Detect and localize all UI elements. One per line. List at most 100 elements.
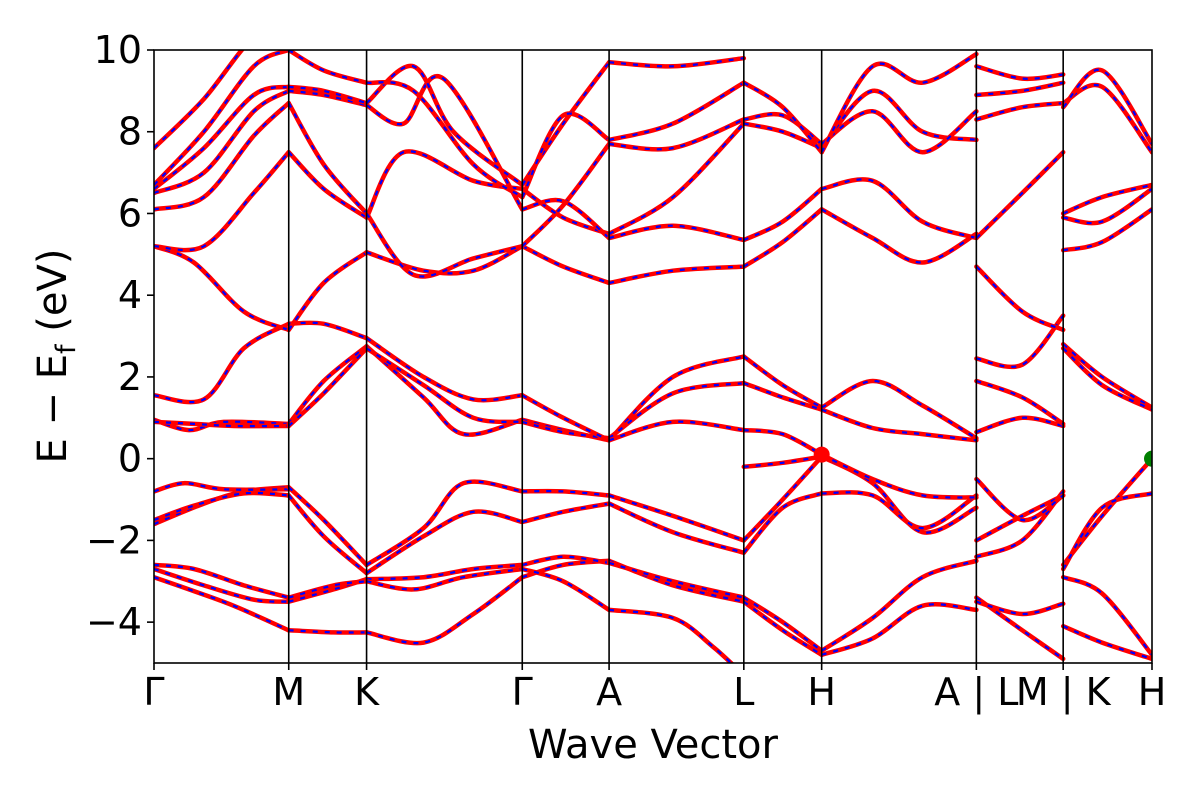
band-wannier-s0-b6 — [154, 418, 289, 432]
band-dft-s6-b9 — [819, 88, 979, 151]
x-tick-label-5: L — [733, 670, 754, 714]
band-dft-s5-b1 — [741, 595, 824, 653]
band-wannier-s8-b7 — [1063, 187, 1152, 225]
band-dft-s3-b13 — [520, 111, 612, 200]
y-tick-label-5: 6 — [118, 191, 142, 235]
band-wannier-s4-b4 — [608, 502, 745, 554]
band-dft-s5-b9 — [741, 186, 824, 243]
x-axis-ticks: Γ M K Γ A L H A | LM | K H — [143, 663, 1166, 715]
band-dft-s8-b0 — [1060, 623, 1152, 662]
band-dft-s1-b8 — [286, 250, 369, 333]
band-dft-s1-b0 — [286, 628, 369, 635]
y-tick-label-1: −2 — [86, 518, 142, 562]
band-dft-s7-b12 — [974, 64, 1066, 82]
band-dft-s8-b4 — [1060, 341, 1152, 410]
x-tick-label-4: A — [596, 670, 622, 714]
band-dft-s7-b11 — [974, 80, 1066, 98]
band-wannier-s6-b3 — [821, 491, 978, 530]
band-dft-s1-b12 — [286, 84, 369, 106]
band-dft-s7-b10 — [974, 100, 1066, 122]
plot-frame — [153, 49, 1153, 664]
high-symmetry-lines — [287, 50, 1064, 663]
band-lines — [154, 50, 1152, 663]
band-wannier-s1-b2 — [288, 580, 367, 599]
band-wannier-s4-b5 — [608, 355, 745, 442]
band-wannier-s2-b12 — [365, 65, 523, 186]
band-dft-s8-b6 — [1060, 207, 1152, 253]
band-wannier-s4-b13 — [609, 57, 744, 68]
band-wannier-s4-b11 — [609, 118, 745, 151]
band-wannier-s3-b7 — [521, 394, 610, 442]
y-tick-label-0: −4 — [86, 600, 142, 644]
band-wannier-s5-b11 — [743, 113, 823, 145]
band-wannier-s2-b8 — [366, 245, 523, 275]
band-dft-s1-b9 — [286, 149, 369, 220]
band-wannier-s0-b0 — [154, 576, 290, 632]
band-wannier-s4-b12 — [608, 81, 745, 141]
band-wannier-s2-b7 — [365, 337, 523, 402]
y-tick-label-7: 10 — [94, 28, 142, 72]
band-dft-s3-b4 — [520, 501, 612, 525]
band-wannier-s4-b9 — [608, 224, 745, 242]
band-dft-s6-b7 — [819, 207, 979, 265]
marker-1 — [1144, 450, 1152, 467]
band-dft-s2-b10 — [364, 211, 525, 279]
band-dft-s4-b6 — [606, 380, 747, 441]
band-wannier-s7-b4 — [975, 478, 1064, 522]
band-wannier-s0-b10 — [154, 151, 290, 252]
y-tick-label-4: 4 — [118, 273, 142, 317]
band-dft-s1-b3 — [286, 485, 369, 568]
band-dft-s4-b8 — [606, 264, 747, 286]
band-wannier-s8-b4 — [1062, 343, 1152, 409]
band-wannier-s4-b3 — [608, 494, 745, 542]
band-wannier-s6-b5 — [821, 379, 977, 440]
band-wannier-s3-b3 — [522, 489, 610, 497]
band-dft-s1-b4 — [286, 493, 369, 576]
band-wannier-s5-b4 — [743, 429, 823, 456]
x-tick-label-8: M | K — [1016, 670, 1112, 715]
band-wannier-s6-b6 — [821, 408, 977, 442]
band-wannier-s7-b8 — [975, 265, 1064, 331]
y-tick-label-2: 0 — [118, 437, 142, 481]
band-dft-s2-b11 — [364, 74, 525, 212]
band-wannier-s4-b10 — [608, 122, 745, 235]
y-axis-label: E − Ef (eV) — [30, 249, 82, 464]
y-axis-label-main: E − E — [30, 354, 76, 464]
band-dft-s0-b2 — [154, 566, 291, 604]
band-wannier-s2-b11 — [366, 75, 524, 210]
band-wannier-s0-b11 — [154, 102, 290, 211]
band-wannier-s1-b13 — [288, 50, 367, 84]
band-dft-s4-b2 — [606, 607, 735, 663]
band-wannier-s2-b6 — [365, 347, 523, 424]
band-wannier-s5-b5 — [743, 455, 822, 468]
x-tick-label-2: K — [354, 670, 380, 714]
band-wannier-s2-b10 — [365, 212, 523, 278]
band-wannier-s1-b5 — [287, 345, 368, 425]
band-wannier-s2-b0 — [366, 576, 523, 645]
band-dft-s2-b13 — [364, 79, 525, 200]
band-wannier-s1-b4 — [287, 494, 368, 574]
band-wannier-s8-b5 — [1062, 347, 1152, 411]
band-dft-s6-b0 — [819, 602, 979, 658]
band-dft-s2-b9 — [364, 149, 525, 220]
band-dft-s1-b6 — [286, 346, 369, 429]
y-axis-label-unit: (eV) — [30, 249, 76, 345]
x-tick-label-3: Γ — [512, 670, 533, 714]
band-dft-s8-b1 — [1060, 574, 1152, 658]
band-wannier-s1-b8 — [287, 251, 368, 331]
y-axis-ticks: −4 −2 0 2 4 6 8 10 — [86, 28, 154, 644]
band-wannier-s2-b13 — [366, 81, 523, 199]
band-wannier-s0-b8 — [154, 322, 290, 404]
band-dft-s6-b10 — [819, 109, 979, 155]
band-dft-s8-b3 — [1060, 491, 1152, 572]
band-dft-s3-b1 — [520, 554, 612, 568]
band-wannier-s0-b13 — [154, 85, 289, 190]
x-tick-label-7: A | L — [934, 670, 1018, 715]
band-wannier-s3-b9 — [521, 143, 610, 247]
band-dft-s8-b8 — [1060, 182, 1152, 216]
band-dft-s0-b0 — [154, 574, 291, 633]
band-dft-s4-b9 — [606, 223, 747, 243]
band-wannier-s5-b7 — [743, 382, 823, 411]
band-wannier-s6-b4 — [821, 453, 977, 499]
band-wannier-s0-b14 — [154, 50, 290, 186]
